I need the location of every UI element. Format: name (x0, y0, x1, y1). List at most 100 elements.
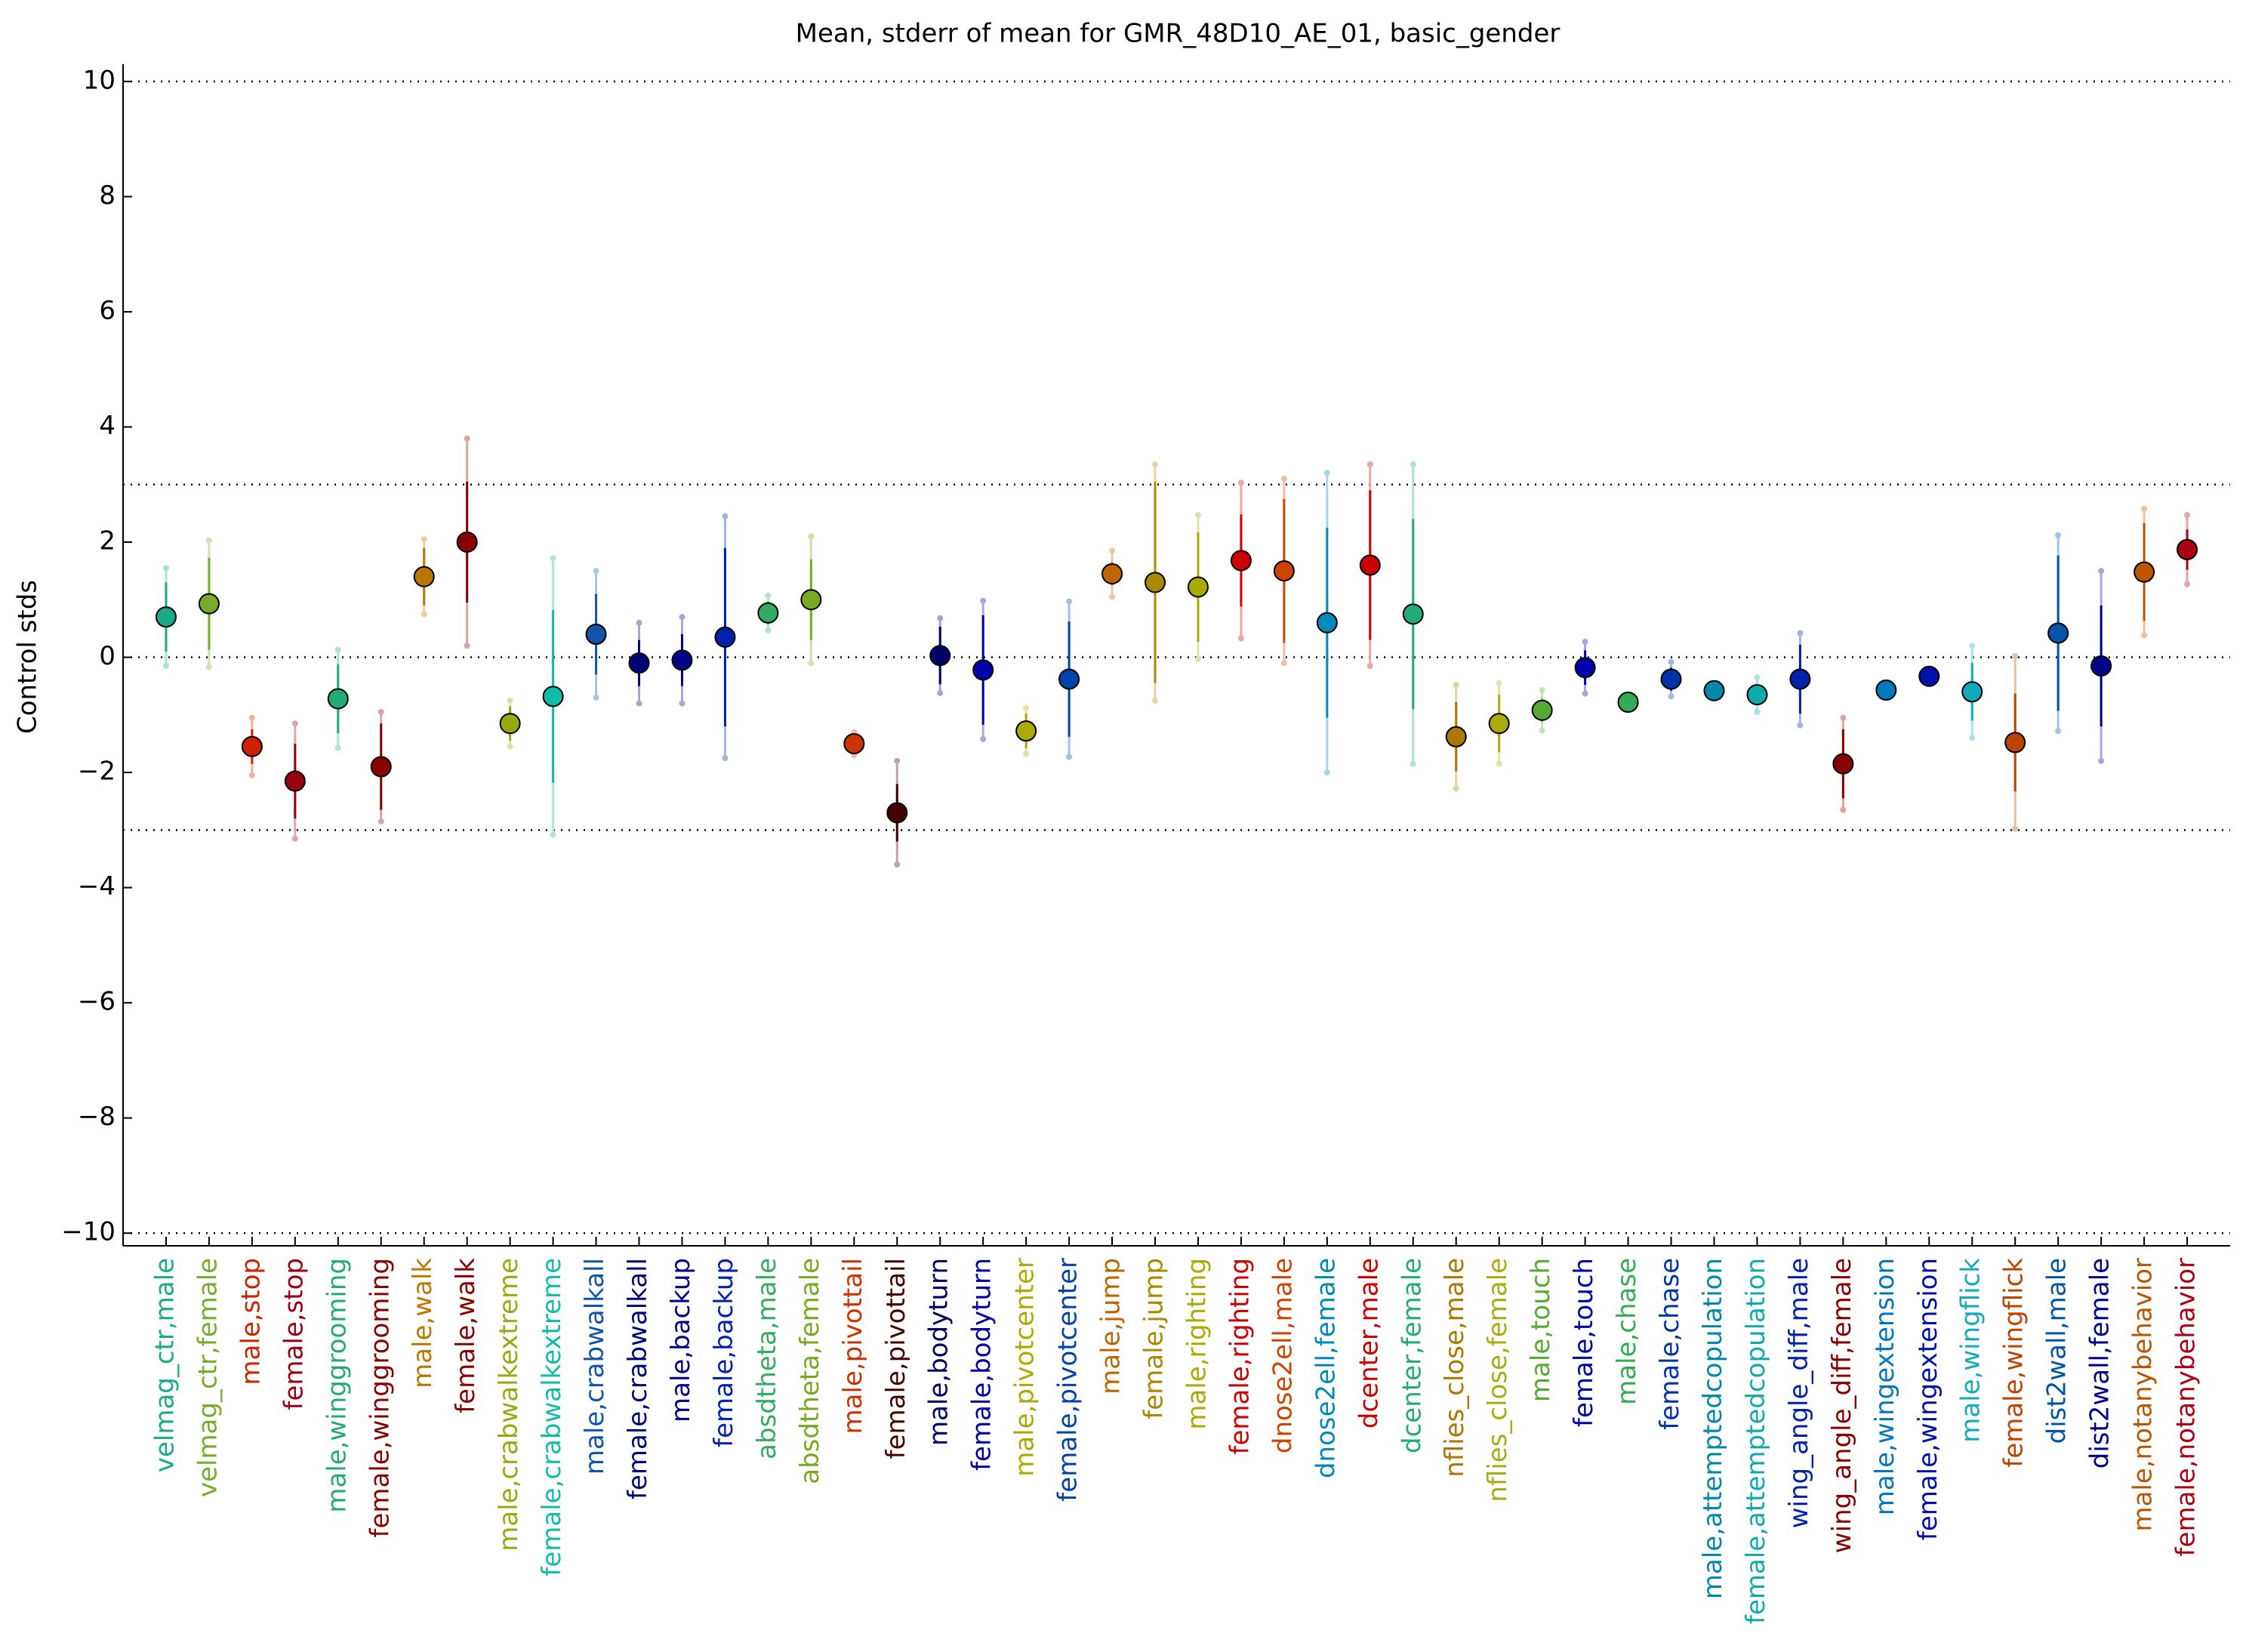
x-tick-label: female,attemptedcopulation (1741, 1258, 1771, 1624)
x-tick-label: male,wingflick (1956, 1258, 1986, 1443)
y-tick-label: 0 (99, 641, 116, 671)
spread-end (507, 743, 513, 750)
spread-end (464, 435, 470, 442)
mean-marker (1101, 562, 1123, 584)
mean-marker (585, 624, 607, 646)
mean-marker (1918, 665, 1940, 687)
x-tick-label: male,crabwalkextreme (494, 1258, 524, 1552)
spread-end (1969, 735, 1976, 741)
spread-end (679, 700, 686, 707)
spread-end (1797, 630, 1804, 636)
x-tick-label: female,stop (279, 1258, 309, 1410)
spread-end (1453, 785, 1459, 792)
spread-end (1023, 704, 1030, 711)
spread-end (894, 861, 901, 868)
x-tick-label: female,notanybehavior (2171, 1258, 2201, 1556)
y-tick-label: −4 (78, 871, 116, 902)
spread-end (1066, 754, 1073, 760)
spread-end (377, 818, 384, 824)
spread-end (550, 555, 556, 562)
x-tick-label: female,jump (1139, 1258, 1169, 1419)
spread-end (162, 565, 169, 572)
spread-end (1066, 598, 1073, 605)
x-tick-label: nflies_close,female (1483, 1258, 1513, 1503)
spread-end (765, 627, 772, 633)
x-tick-label: dist2wall,female (2085, 1258, 2115, 1469)
spread-end (2012, 825, 2019, 832)
spread-end (1840, 714, 1847, 721)
spread-end (1237, 635, 1244, 642)
mean-marker (327, 688, 349, 710)
x-tick-label: female,backup (709, 1258, 739, 1447)
x-tick-label: male,winggrooming (322, 1258, 352, 1513)
spread-end (1323, 470, 1330, 476)
mean-marker (284, 770, 306, 792)
y-tick-label: −6 (78, 987, 116, 1017)
mean-marker (1359, 554, 1381, 576)
spread-end (1797, 722, 1804, 729)
y-tick-label: −2 (78, 757, 116, 787)
mean-marker (1875, 680, 1897, 701)
x-tick-label: velmag_ctr,female (193, 1258, 223, 1497)
x-tick-label: wing_angle_diff,female (1827, 1258, 1857, 1553)
spread-end (808, 533, 815, 540)
mean-marker (972, 659, 994, 681)
x-tick-label: male,bodyturn (924, 1258, 954, 1446)
spread-end (2055, 532, 2062, 538)
spread-end (291, 835, 298, 842)
x-tick-label: female,pivotcenter (1053, 1258, 1083, 1502)
spread-end (2184, 512, 2191, 519)
mean-marker (1402, 603, 1424, 625)
mean-marker (1746, 684, 1768, 706)
x-tick-label: female,touch (1569, 1258, 1599, 1427)
spread-end (507, 697, 513, 704)
x-tick-label: female,righting (1225, 1258, 1255, 1454)
spread-end (980, 735, 987, 742)
spread-end (1194, 655, 1201, 662)
x-tick-label: female,pivottail (881, 1258, 911, 1459)
spread-end (2098, 568, 2105, 575)
spread-end (1496, 680, 1502, 686)
mean-marker (542, 686, 564, 707)
y-axis-label: Control stds (13, 580, 43, 734)
spread-end (248, 772, 255, 778)
spread-end (722, 513, 729, 519)
x-tick-label: dnose2ell,female (1311, 1258, 1341, 1478)
mean-marker (155, 606, 177, 628)
x-tick-label: female,chase (1655, 1258, 1685, 1430)
spread-end (980, 597, 987, 604)
spread-end (636, 700, 642, 707)
mean-marker (2090, 655, 2112, 677)
spread-end (205, 664, 212, 670)
spread-end (1152, 697, 1159, 704)
x-tick-label: male,righting (1182, 1258, 1212, 1430)
spread-end (248, 714, 255, 721)
spread-end (722, 755, 729, 762)
spread-end (291, 720, 298, 727)
mean-marker (1273, 560, 1295, 582)
mean-marker (2177, 538, 2198, 560)
spread-end (2055, 728, 2062, 735)
y-tick-label: 2 (99, 526, 116, 556)
x-tick-label: male,pivottail (838, 1258, 868, 1434)
mean-marker (198, 593, 220, 615)
y-tick-label: 6 (99, 295, 116, 325)
mean-marker (241, 735, 263, 757)
spread-end (1237, 479, 1244, 486)
x-tick-label: male,chase (1612, 1258, 1642, 1405)
mean-marker (800, 589, 822, 611)
mean-marker (1789, 668, 1811, 690)
mean-marker (456, 532, 478, 553)
mean-marker (1230, 550, 1252, 572)
x-tick-label: dcenter,female (1397, 1258, 1427, 1453)
x-tick-label: male,walk (408, 1258, 438, 1388)
x-tick-label: male,wingextension (1870, 1258, 1900, 1515)
mean-marker (929, 645, 951, 667)
spread-end (2141, 632, 2148, 639)
mean-marker (1617, 692, 1639, 714)
spread-end (593, 694, 599, 701)
spread-end (894, 757, 901, 764)
spread-end (334, 646, 341, 653)
spread-end (765, 592, 772, 599)
